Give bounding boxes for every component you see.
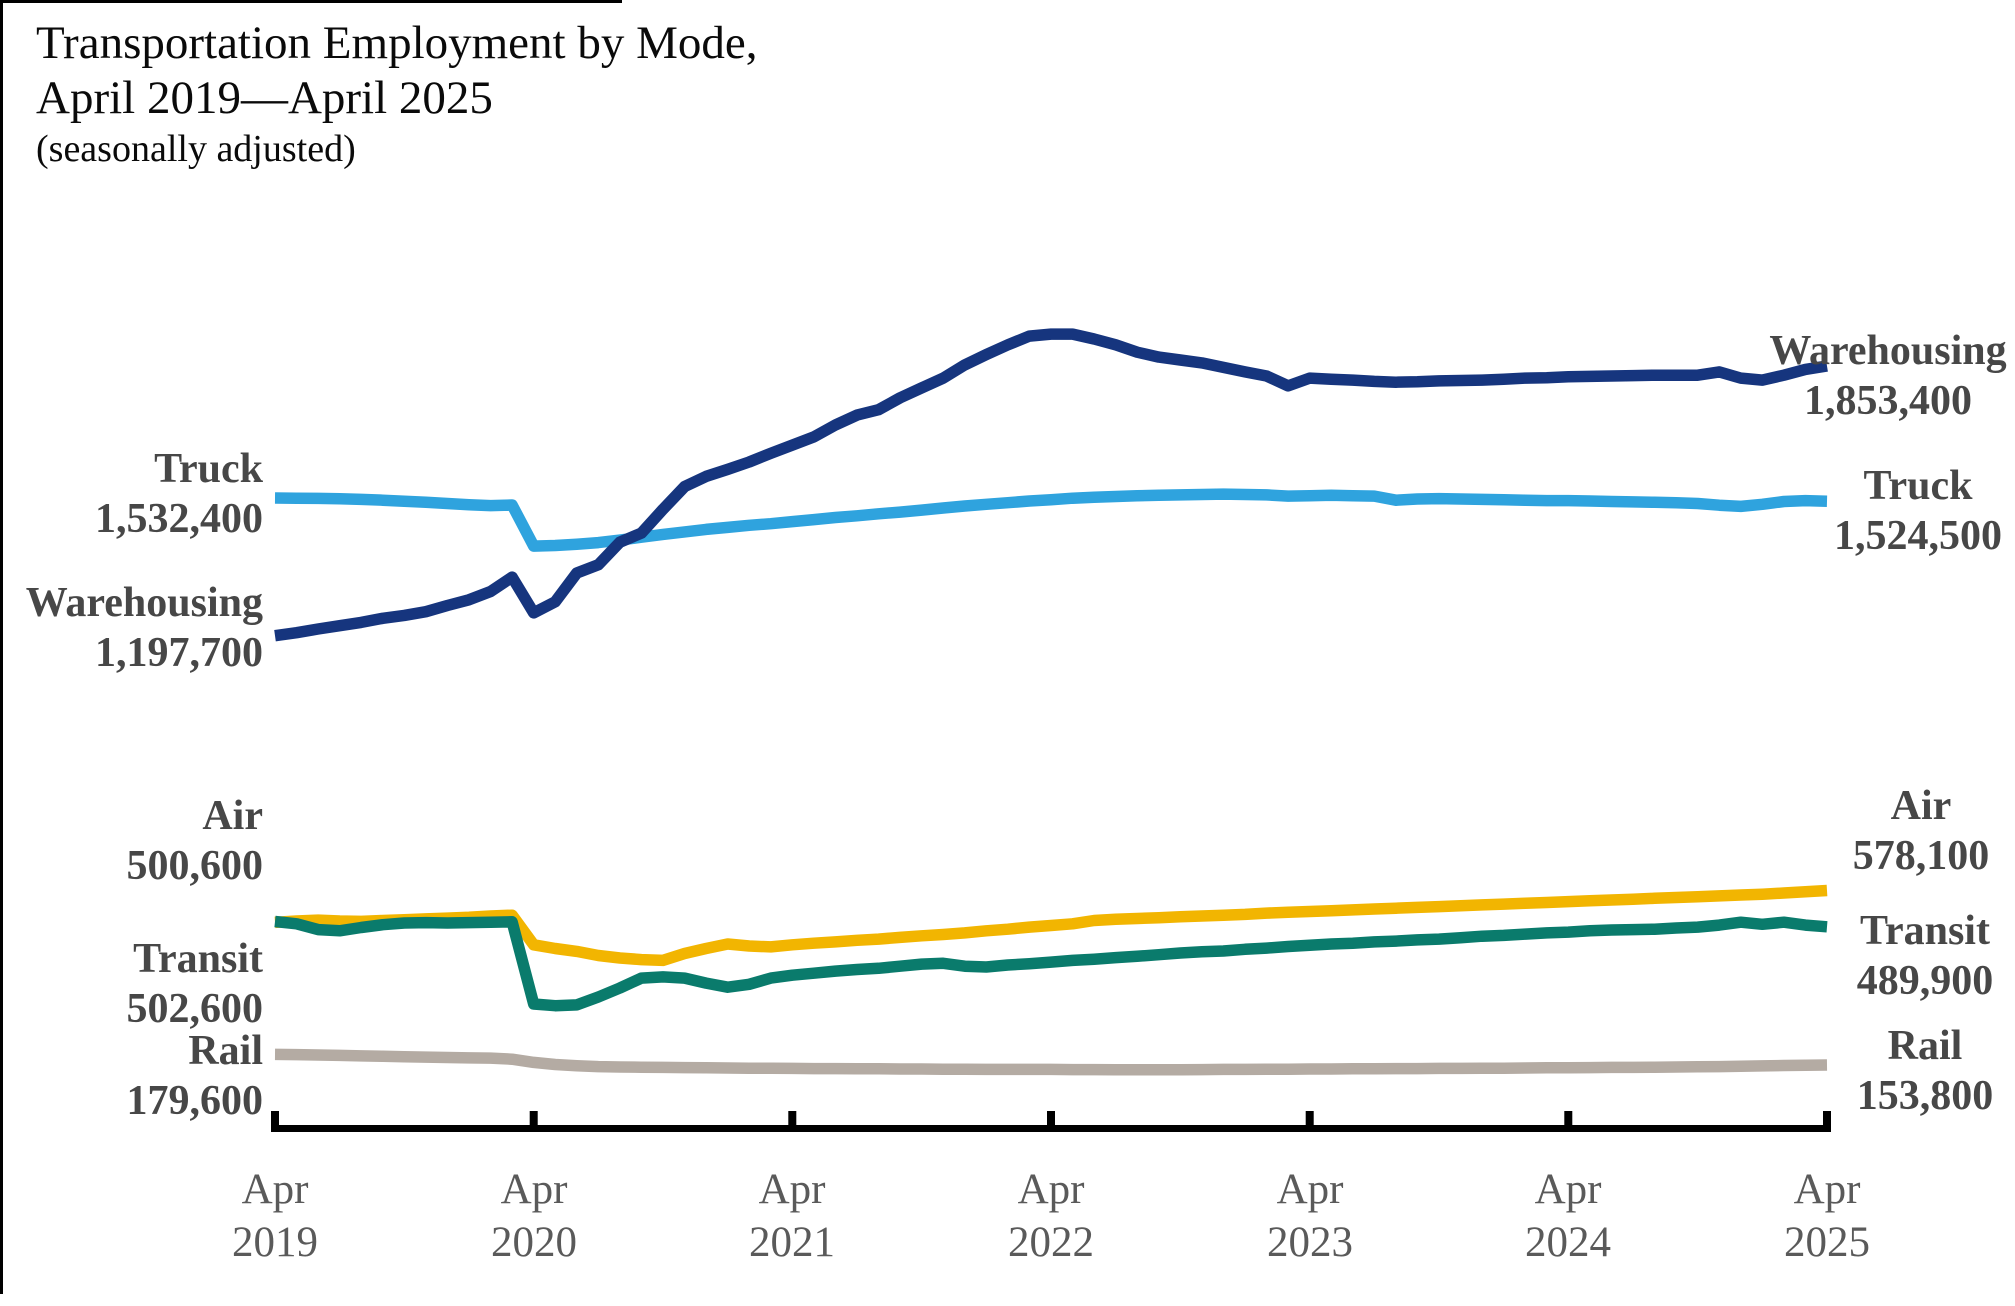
x-tick-label-2021: Apr 2021	[682, 1163, 902, 1269]
air-left-label: Air 500,600	[127, 791, 264, 891]
x-axis-tick-2024	[1564, 1111, 1573, 1132]
x-tick-month: Apr	[241, 1166, 309, 1213]
chart-subtitle: (seasonally adjusted)	[36, 128, 356, 170]
rail-right-label-name: Rail	[1887, 1023, 1963, 1069]
truck-line	[274, 488, 1828, 552]
page-edge-left-border	[0, 0, 3, 1294]
x-axis-tick-2021	[788, 1111, 797, 1132]
transit-left-label: Transit 502,600	[127, 934, 264, 1034]
x-tick-year: 2021	[749, 1219, 835, 1266]
x-tick-year: 2022	[1008, 1219, 1094, 1266]
transit-right-label-value: 489,900	[1856, 958, 1994, 1004]
warehousing-left-label-name: Warehousing	[25, 580, 263, 626]
x-tick-month: Apr	[1017, 1166, 1085, 1213]
x-tick-year: 2024	[1525, 1219, 1611, 1266]
rail-line	[274, 1048, 1828, 1076]
x-tick-label-2025: Apr 2025	[1717, 1163, 1937, 1269]
warehousing-left-label: Warehousing 1,197,700	[26, 578, 263, 678]
x-axis-tick-2025	[1823, 1111, 1831, 1132]
air-left-label-value: 500,600	[126, 843, 264, 889]
air-line	[274, 884, 1828, 967]
chart-title-line1: Transportation Employment by Mode,	[36, 17, 758, 69]
rail-right-label-value: 153,800	[1856, 1073, 1994, 1119]
air-right-label: Air 578,100	[1741, 781, 2015, 881]
truck-right-label-name: Truck	[1863, 463, 1973, 509]
rail-left-label-name: Rail	[188, 1028, 263, 1074]
x-tick-year: 2020	[491, 1219, 577, 1266]
transit-left-label-value: 502,600	[126, 986, 264, 1032]
x-axis-tick-2020	[529, 1111, 538, 1132]
air-right-label-value: 578,100	[1852, 833, 1990, 879]
x-tick-label-2022: Apr 2022	[941, 1163, 1161, 1269]
x-tick-month: Apr	[500, 1166, 568, 1213]
rail-right-label: Rail 153,800	[1745, 1021, 2015, 1121]
chart-title-line2: April 2019—April 2025	[36, 72, 493, 124]
x-tick-year: 2019	[232, 1219, 318, 1266]
x-tick-month: Apr	[1793, 1166, 1861, 1213]
x-axis-tick-2019	[271, 1111, 279, 1132]
transit-right-label: Transit 489,900	[1745, 906, 2015, 1006]
warehousing-left-label-value: 1,197,700	[95, 630, 263, 676]
x-tick-label-2019: Apr 2019	[165, 1163, 385, 1269]
truck-left-label: Truck 1,532,400	[95, 444, 263, 544]
truck-right-label-value: 1,524,500	[1834, 513, 2002, 559]
warehousing-line	[274, 328, 1828, 642]
x-tick-month: Apr	[758, 1166, 826, 1213]
rail-left-label: Rail 179,600	[127, 1026, 264, 1126]
rail-left-label-value: 179,600	[126, 1078, 264, 1124]
x-tick-label-2020: Apr 2020	[424, 1163, 644, 1269]
warehousing-right-label: Warehousing 1,853,400	[1708, 326, 2015, 426]
transit-line	[274, 915, 1828, 1012]
x-tick-month: Apr	[1534, 1166, 1602, 1213]
x-axis-tick-2022	[1047, 1111, 1055, 1132]
x-tick-label-2024: Apr 2024	[1458, 1163, 1678, 1269]
x-tick-year: 2023	[1267, 1219, 1353, 1266]
x-tick-month: Apr	[1276, 1166, 1344, 1213]
air-left-label-name: Air	[202, 793, 263, 839]
chart-title-block: Transportation Employment by Mode, April…	[36, 16, 758, 172]
warehousing-right-label-name: Warehousing	[1769, 328, 2007, 374]
x-axis-tick-2023	[1305, 1111, 1314, 1132]
transit-right-label-name: Transit	[1860, 908, 1990, 954]
x-tick-year: 2025	[1784, 1219, 1870, 1266]
truck-left-label-value: 1,532,400	[95, 496, 263, 542]
truck-right-label: Truck 1,524,500	[1738, 461, 2015, 561]
truck-left-label-name: Truck	[154, 446, 263, 492]
page-edge-top-border	[0, 0, 622, 3]
warehousing-right-label-value: 1,853,400	[1804, 378, 1972, 424]
transit-left-label-name: Transit	[133, 936, 263, 982]
air-right-label-name: Air	[1890, 783, 1952, 829]
x-tick-label-2023: Apr 2023	[1200, 1163, 1420, 1269]
